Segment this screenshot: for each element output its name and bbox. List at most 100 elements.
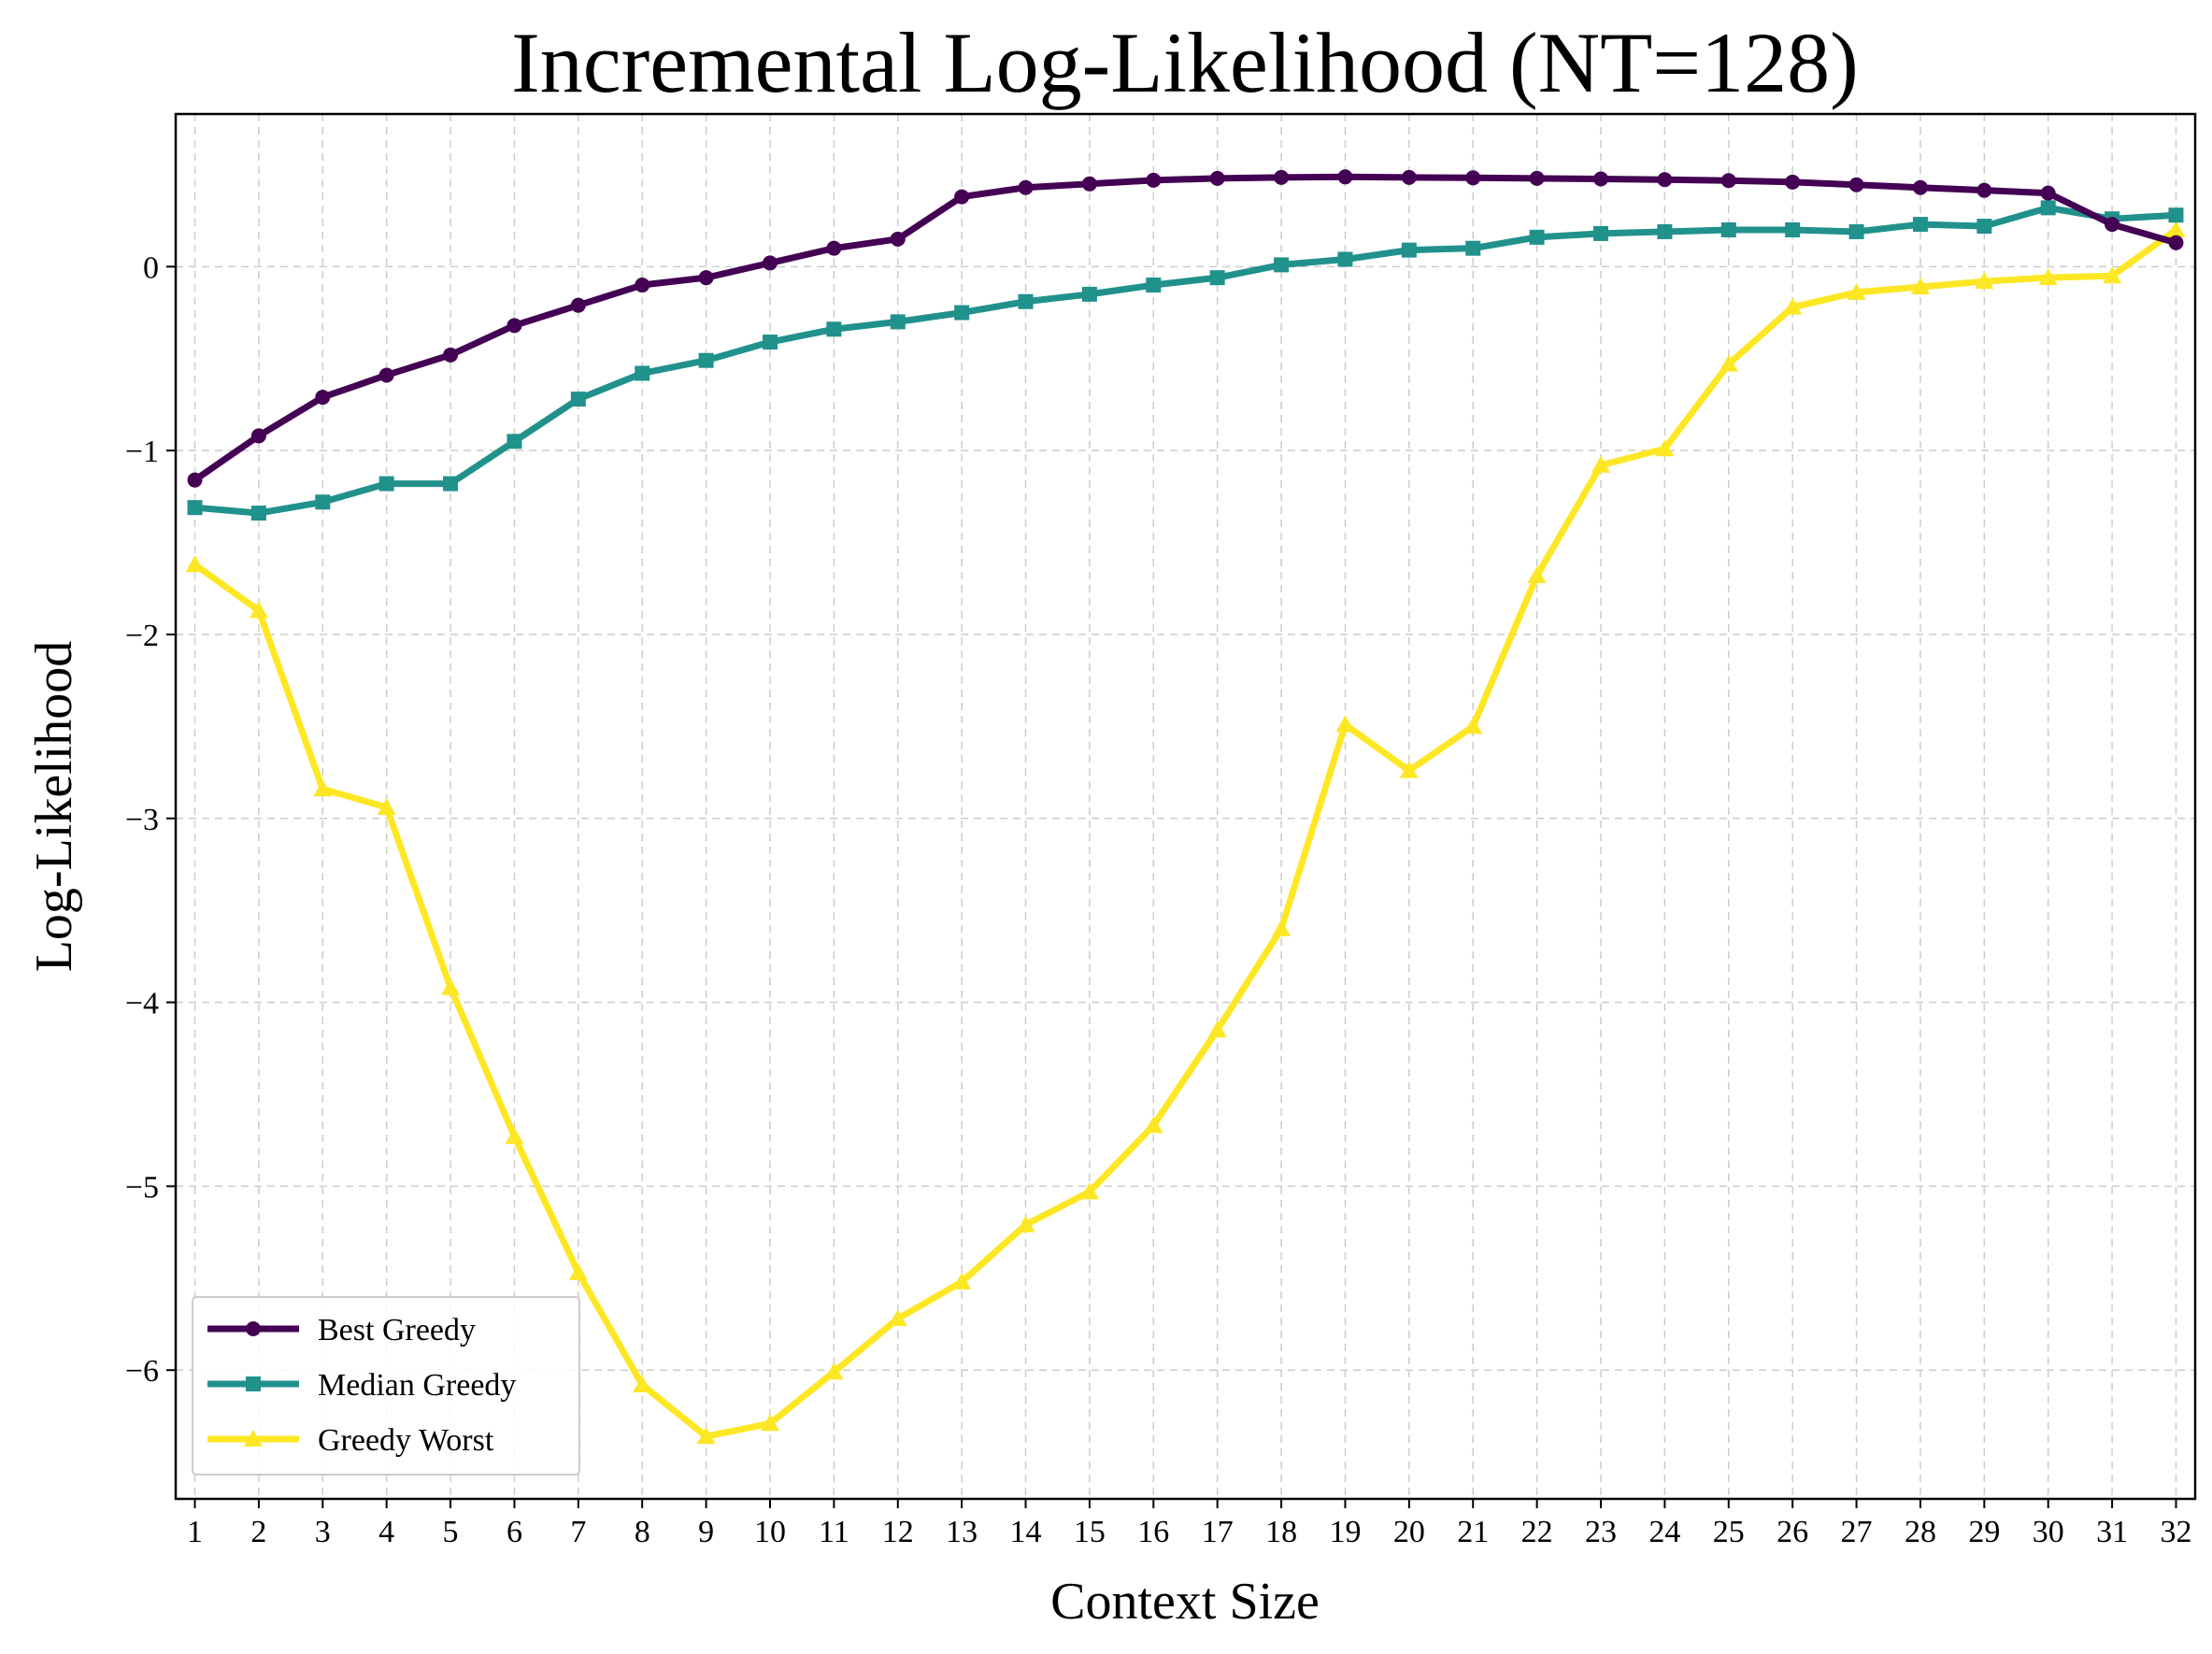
data-point-square xyxy=(246,1376,261,1391)
data-point-triangle xyxy=(313,779,333,797)
x-tick-label: 7 xyxy=(570,1515,586,1549)
data-point-square xyxy=(826,321,842,337)
x-tick-label: 12 xyxy=(882,1515,914,1549)
x-tick-label: 18 xyxy=(1265,1515,1297,1549)
data-point-circle xyxy=(1018,179,1034,195)
data-point-circle xyxy=(890,231,906,247)
data-point-circle xyxy=(954,189,970,205)
series-layer xyxy=(185,169,2186,1445)
data-point-square xyxy=(1337,251,1353,267)
data-point-circle xyxy=(443,347,459,363)
data-point-triangle xyxy=(952,1272,972,1290)
x-tick-label: 22 xyxy=(1521,1515,1553,1549)
data-point-square xyxy=(1081,286,1097,302)
data-point-triangle xyxy=(377,797,396,815)
data-point-square xyxy=(507,434,522,449)
data-point-triangle xyxy=(1655,439,1675,457)
data-point-square xyxy=(1785,221,1801,237)
data-point-circle xyxy=(1912,179,1928,195)
data-point-square xyxy=(2168,207,2184,223)
data-point-square xyxy=(315,494,331,510)
data-point-circle xyxy=(1209,170,1225,186)
y-tick-label: −6 xyxy=(125,1354,159,1389)
x-tick-label: 28 xyxy=(1905,1515,1936,1549)
data-point-square xyxy=(890,314,906,330)
data-point-circle xyxy=(378,367,394,383)
data-point-circle xyxy=(507,318,522,334)
x-tick-label: 15 xyxy=(1074,1515,1106,1549)
data-point-square xyxy=(1912,217,1928,233)
plot-frame xyxy=(174,112,2197,1501)
data-point-triangle xyxy=(249,601,268,619)
data-point-triangle xyxy=(1847,282,1866,300)
x-tick-label: 2 xyxy=(250,1515,266,1549)
series-greedy-worst xyxy=(185,220,2186,1445)
data-point-triangle xyxy=(1527,566,1547,583)
data-point-circle xyxy=(1401,169,1417,185)
data-point-square xyxy=(1146,278,1162,293)
x-tick-label: 10 xyxy=(754,1515,786,1549)
data-point-square xyxy=(1465,240,1481,256)
series-line xyxy=(192,226,2179,1440)
data-point-circle xyxy=(1465,170,1481,186)
data-point-triangle xyxy=(1399,761,1419,778)
x-axis-label: Context Size xyxy=(1050,1573,1320,1631)
data-point-square xyxy=(1977,219,1992,235)
x-tick-label: 5 xyxy=(443,1515,459,1549)
x-tick-label: 6 xyxy=(507,1515,522,1549)
series-best-greedy xyxy=(187,169,2184,488)
data-point-triangle xyxy=(2103,266,2122,284)
data-point-triangle xyxy=(1144,1116,1163,1134)
x-tick-label: 24 xyxy=(1648,1515,1680,1549)
data-point-circle xyxy=(1657,172,1673,188)
data-point-square xyxy=(698,352,714,368)
x-tick-label: 23 xyxy=(1585,1515,1617,1549)
x-tick-label: 11 xyxy=(819,1515,849,1549)
y-tick-label: −4 xyxy=(125,987,159,1021)
data-point-square xyxy=(250,506,266,521)
data-point-triangle xyxy=(1719,354,1738,372)
y-tick-label: 0 xyxy=(143,250,159,285)
data-point-circle xyxy=(570,297,586,313)
data-point-square xyxy=(635,365,650,381)
data-point-triangle xyxy=(824,1362,844,1380)
x-tick-label: 3 xyxy=(315,1515,331,1549)
data-point-circle xyxy=(1977,182,1992,198)
x-tick-label: 19 xyxy=(1329,1515,1361,1549)
x-tick-label: 20 xyxy=(1393,1515,1425,1549)
data-point-triangle xyxy=(1910,278,1930,295)
data-point-triangle xyxy=(1016,1215,1035,1233)
data-point-square xyxy=(1848,223,1864,239)
data-point-triangle xyxy=(888,1309,907,1327)
axis-ticks: 1 2 3 4 5 6 7 8 9 10 11 12 13 14 15 16 17 18 19 20 21 22 23 24 2… xyxy=(125,250,2192,1549)
data-point-circle xyxy=(315,390,331,406)
data-point-square xyxy=(1720,221,1736,237)
data-point-triangle xyxy=(1079,1182,1099,1200)
x-tick-label: 21 xyxy=(1457,1515,1489,1549)
data-point-triangle xyxy=(1463,717,1483,734)
x-tick-label: 13 xyxy=(946,1515,978,1549)
data-point-square xyxy=(187,500,203,516)
data-point-triangle xyxy=(633,1375,652,1392)
x-tick-label: 29 xyxy=(1968,1515,2000,1549)
data-point-circle xyxy=(1529,170,1545,186)
data-point-triangle xyxy=(760,1414,779,1432)
data-point-square xyxy=(1657,223,1673,239)
data-point-circle xyxy=(1720,173,1736,189)
data-point-square xyxy=(378,476,394,492)
y-tick-label: −5 xyxy=(125,1170,159,1205)
data-point-circle xyxy=(250,428,266,444)
data-point-square xyxy=(2040,200,2056,216)
data-point-circle xyxy=(1146,172,1162,188)
data-point-square xyxy=(443,476,459,492)
data-point-triangle xyxy=(1975,272,1994,290)
y-tick-label: −1 xyxy=(125,435,159,469)
legend-item: Median Greedy xyxy=(207,1368,516,1403)
data-point-triangle xyxy=(568,1262,588,1280)
data-point-circle xyxy=(2168,235,2184,250)
data-point-square xyxy=(954,305,970,321)
data-point-square xyxy=(762,335,778,350)
x-tick-label: 8 xyxy=(635,1515,650,1549)
series-median-greedy xyxy=(187,200,2184,521)
